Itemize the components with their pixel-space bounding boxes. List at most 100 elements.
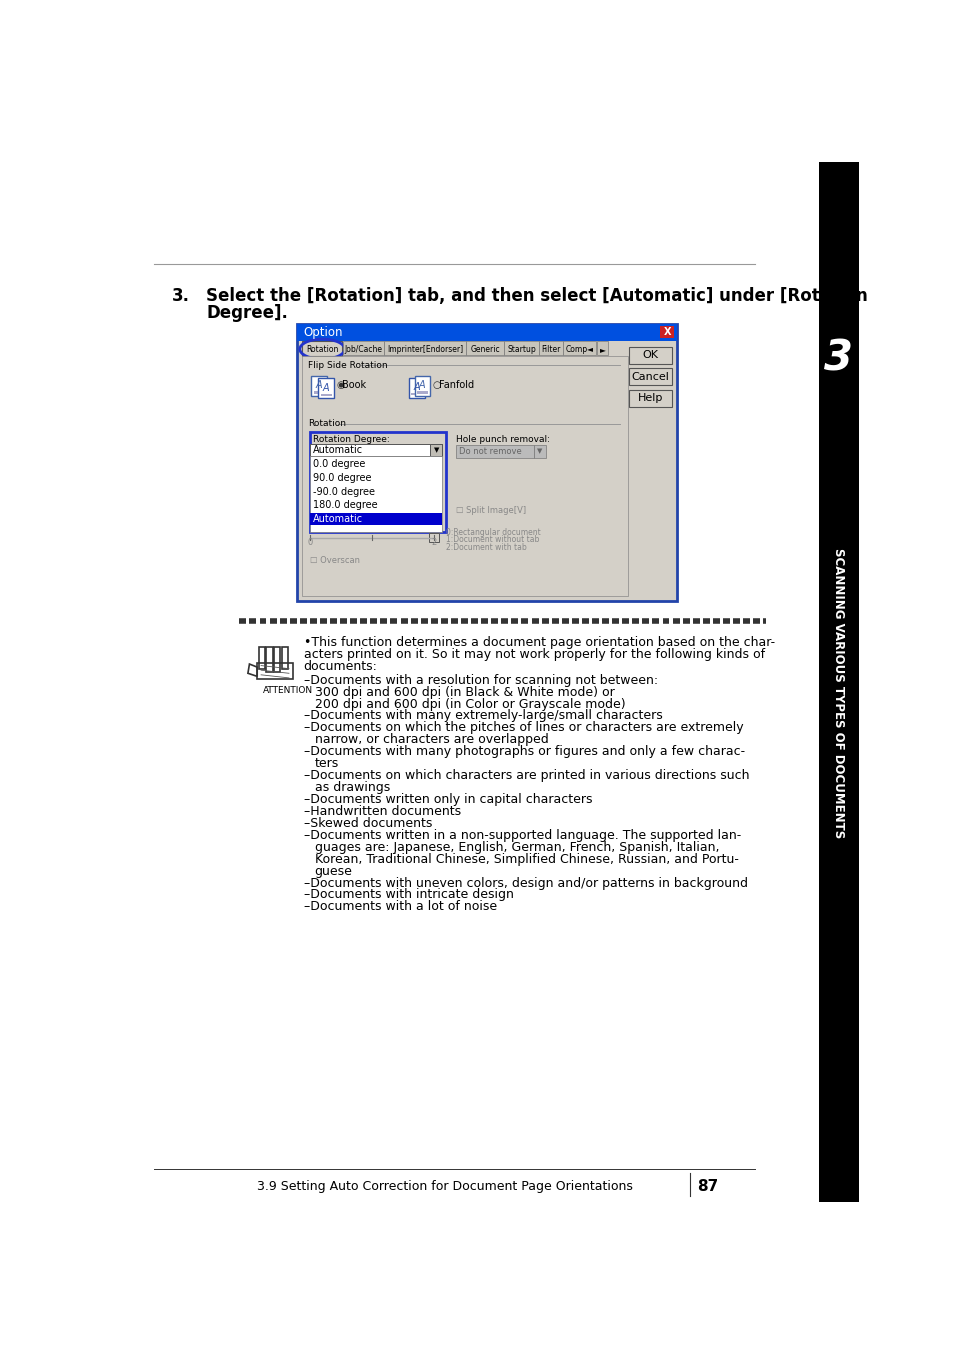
Bar [538, 340, 562, 355]
Bar [311, 377, 327, 396]
Text: -90.0 degree: -90.0 degree [313, 486, 375, 497]
Bar [629, 390, 671, 406]
Text: A: A [322, 382, 329, 393]
Text: 200 dpi and 600 dpi (in Color or Grayscale mode): 200 dpi and 600 dpi (in Color or Graysca… [314, 698, 624, 710]
Text: ▼: ▼ [433, 447, 438, 454]
Text: Startup: Startup [507, 344, 536, 354]
Text: 3: 3 [823, 338, 852, 379]
Text: 300 dpi and 600 dpi (in Black & White mode) or: 300 dpi and 600 dpi (in Black & White mo… [314, 686, 614, 698]
Text: –Documents with many extremely-large/small characters: –Documents with many extremely-large/sma… [303, 710, 661, 722]
Text: –Documents with a lot of noise: –Documents with a lot of noise [303, 900, 497, 914]
Bar [504, 340, 537, 355]
Text: Cancel: Cancel [631, 371, 669, 382]
Text: Automatic: Automatic [313, 446, 363, 455]
Bar [297, 324, 677, 601]
Text: A: A [418, 381, 425, 390]
Text: 2: 2 [431, 539, 436, 548]
Text: A: A [315, 381, 322, 390]
Text: ATTENTION: ATTENTION [263, 686, 314, 695]
Text: –Documents written in a non-supported language. The supported lan-: –Documents written in a non-supported la… [303, 829, 740, 842]
Text: 87: 87 [697, 1179, 719, 1193]
Text: Rotation: Rotation [308, 420, 346, 428]
Text: 180.0 degree: 180.0 degree [313, 501, 377, 510]
Text: 0.0 degree: 0.0 degree [313, 459, 365, 468]
Bar [534, 446, 546, 458]
Bar [314, 392, 324, 394]
Text: ☐ Split Image[V]: ☐ Split Image[V] [456, 506, 526, 516]
Text: Korean, Traditional Chinese, Simplified Chinese, Russian, and Portu-: Korean, Traditional Chinese, Simplified … [314, 853, 738, 865]
Bar [411, 393, 422, 396]
Bar [819, 162, 858, 1202]
Text: guese: guese [314, 864, 352, 878]
Bar [302, 340, 342, 356]
Text: Help: Help [638, 393, 662, 404]
Text: ☐ Overscan: ☐ Overscan [310, 556, 359, 566]
Text: –Documents written only in capital characters: –Documents written only in capital chara… [303, 792, 592, 806]
Text: ○: ○ [432, 381, 440, 390]
Text: as drawings: as drawings [314, 782, 390, 794]
Text: Job/Cache: Job/Cache [344, 344, 382, 354]
Text: –Documents with intricate design: –Documents with intricate design [303, 888, 513, 902]
Text: ►: ► [598, 344, 605, 354]
Text: ters: ters [314, 757, 338, 771]
Bar [274, 647, 280, 672]
Text: 3.: 3. [172, 286, 190, 305]
Text: Rotation: Rotation [306, 344, 338, 354]
Text: ◉: ◉ [335, 381, 344, 390]
Text: 90.0 degree: 90.0 degree [313, 472, 371, 483]
Bar [310, 456, 442, 532]
Text: Comp◄: Comp◄ [565, 344, 593, 354]
Bar [318, 378, 334, 398]
Bar [266, 647, 273, 672]
Text: –Documents on which characters are printed in various directions such: –Documents on which characters are print… [303, 769, 748, 782]
Bar [466, 340, 503, 355]
Text: Degree].: Degree]. [206, 304, 288, 321]
Text: Filter: Filter [540, 344, 560, 354]
Bar [456, 446, 534, 458]
Bar [430, 444, 442, 456]
Text: documents:: documents: [303, 660, 377, 674]
Bar [819, 329, 858, 387]
Text: acters printed on it. So it may not work properly for the following kinds of: acters printed on it. So it may not work… [303, 648, 764, 662]
Text: Hole punch removal:: Hole punch removal: [456, 435, 550, 444]
Text: 1:Document without tab: 1:Document without tab [445, 536, 538, 544]
Text: 2:Document with tab: 2:Document with tab [445, 543, 526, 552]
Text: 0:Rectangular document: 0:Rectangular document [445, 528, 539, 537]
Text: Flip Side Rotation: Flip Side Rotation [308, 360, 388, 370]
Text: OK: OK [641, 350, 658, 360]
Text: Rotation Degree:: Rotation Degree: [313, 435, 390, 444]
Text: 3.9 Setting Auto Correction for Document Page Orientations: 3.9 Setting Auto Correction for Document… [256, 1180, 632, 1192]
Bar [302, 356, 627, 597]
Text: ▼: ▼ [537, 448, 542, 455]
Bar [320, 394, 332, 396]
Bar [310, 444, 442, 456]
Bar [629, 369, 671, 385]
Text: –Skewed documents: –Skewed documents [303, 817, 432, 830]
Text: Generic: Generic [470, 344, 499, 354]
Text: X: X [662, 327, 670, 338]
Text: guages are: Japanese, English, German, French, Spanish, Italian,: guages are: Japanese, English, German, F… [314, 841, 719, 853]
Bar [596, 340, 608, 355]
Bar [297, 324, 677, 340]
Bar [310, 432, 445, 532]
Text: narrow, or characters are overlapped: narrow, or characters are overlapped [314, 733, 548, 747]
Text: –Documents on which the pitches of lines or characters are extremely: –Documents on which the pitches of lines… [303, 721, 742, 734]
Text: Select the [Rotation] tab, and then select [Automatic] under [Rotation: Select the [Rotation] tab, and then sele… [206, 286, 867, 305]
Text: Do not remove: Do not remove [459, 447, 521, 456]
Bar [429, 533, 438, 543]
Bar [282, 647, 288, 668]
Text: A: A [413, 382, 419, 391]
Text: Book: Book [342, 381, 366, 390]
Bar [416, 392, 427, 394]
Text: 0: 0 [307, 539, 313, 548]
Text: –Documents with many photographs or figures and only a few charac-: –Documents with many photographs or figu… [303, 745, 744, 759]
Text: SCANNING VARIOUS TYPES OF DOCUMENTS: SCANNING VARIOUS TYPES OF DOCUMENTS [831, 548, 844, 838]
Text: Option: Option [303, 325, 343, 339]
Text: Fanfold: Fanfold [438, 381, 474, 390]
Text: –Handwritten documents: –Handwritten documents [303, 805, 460, 818]
Bar [409, 378, 424, 398]
Bar [258, 647, 265, 668]
Text: –Documents with uneven colors, design and/or patterns in background: –Documents with uneven colors, design an… [303, 876, 747, 890]
Bar [415, 377, 430, 396]
Bar [562, 340, 596, 355]
